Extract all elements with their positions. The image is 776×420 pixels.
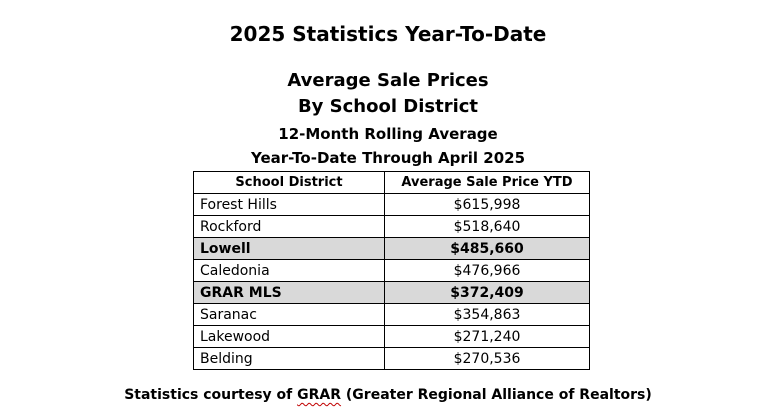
document-title: 2025 Statistics Year-To-Date — [229, 22, 547, 46]
district-price: $354,863 — [384, 303, 590, 326]
district-price: $372,409 — [384, 281, 590, 304]
sale-price-table: School District Average Sale Price YTD F… — [193, 171, 590, 370]
footer-prefix: Statistics courtesy of — [124, 387, 298, 403]
table-row-highlighted: GRAR MLS $372,409 — [193, 281, 590, 304]
footer-credit: Statistics courtesy of GRAR (Greater Reg… — [0, 385, 776, 405]
table-row-highlighted: Lowell $485,660 — [193, 237, 590, 260]
district-name: Forest Hills — [193, 193, 385, 216]
footer-suffix: (Greater Regional Alliance of Realtors) — [341, 387, 652, 403]
table-row: Rockford $518,640 — [193, 215, 590, 238]
table-row: Belding $270,536 — [193, 347, 590, 370]
footer-grar-word: GRAR — [297, 387, 342, 403]
table-row: Lakewood $271,240 — [193, 325, 590, 348]
district-price: $485,660 — [384, 237, 590, 260]
district-name: Rockford — [193, 215, 385, 238]
district-name: GRAR MLS — [193, 281, 385, 304]
table-row: Saranac $354,863 — [193, 303, 590, 326]
district-name: Caledonia — [193, 259, 385, 282]
district-price: $270,536 — [384, 347, 590, 370]
table-row: Caledonia $476,966 — [193, 259, 590, 282]
district-name: Lowell — [193, 237, 385, 260]
subtitle-date-range: Year-To-Date Through April 2025 — [250, 149, 526, 167]
district-price: $271,240 — [384, 325, 590, 348]
district-price: $518,640 — [384, 215, 590, 238]
header-average-sale-price: Average Sale Price YTD — [384, 171, 590, 194]
district-price: $476,966 — [384, 259, 590, 282]
subtitle-by-school-district: By School District — [297, 96, 479, 117]
district-name: Lakewood — [193, 325, 385, 348]
subtitle-rolling-average: 12-Month Rolling Average — [278, 125, 498, 143]
table-row: Forest Hills $615,998 — [193, 193, 590, 216]
subtitle-average-sale-prices: Average Sale Prices — [287, 70, 489, 91]
district-name: Belding — [193, 347, 385, 370]
district-price: $615,998 — [384, 193, 590, 216]
district-name: Saranac — [193, 303, 385, 326]
header-school-district: School District — [193, 171, 385, 194]
table-header-row: School District Average Sale Price YTD — [193, 171, 590, 194]
